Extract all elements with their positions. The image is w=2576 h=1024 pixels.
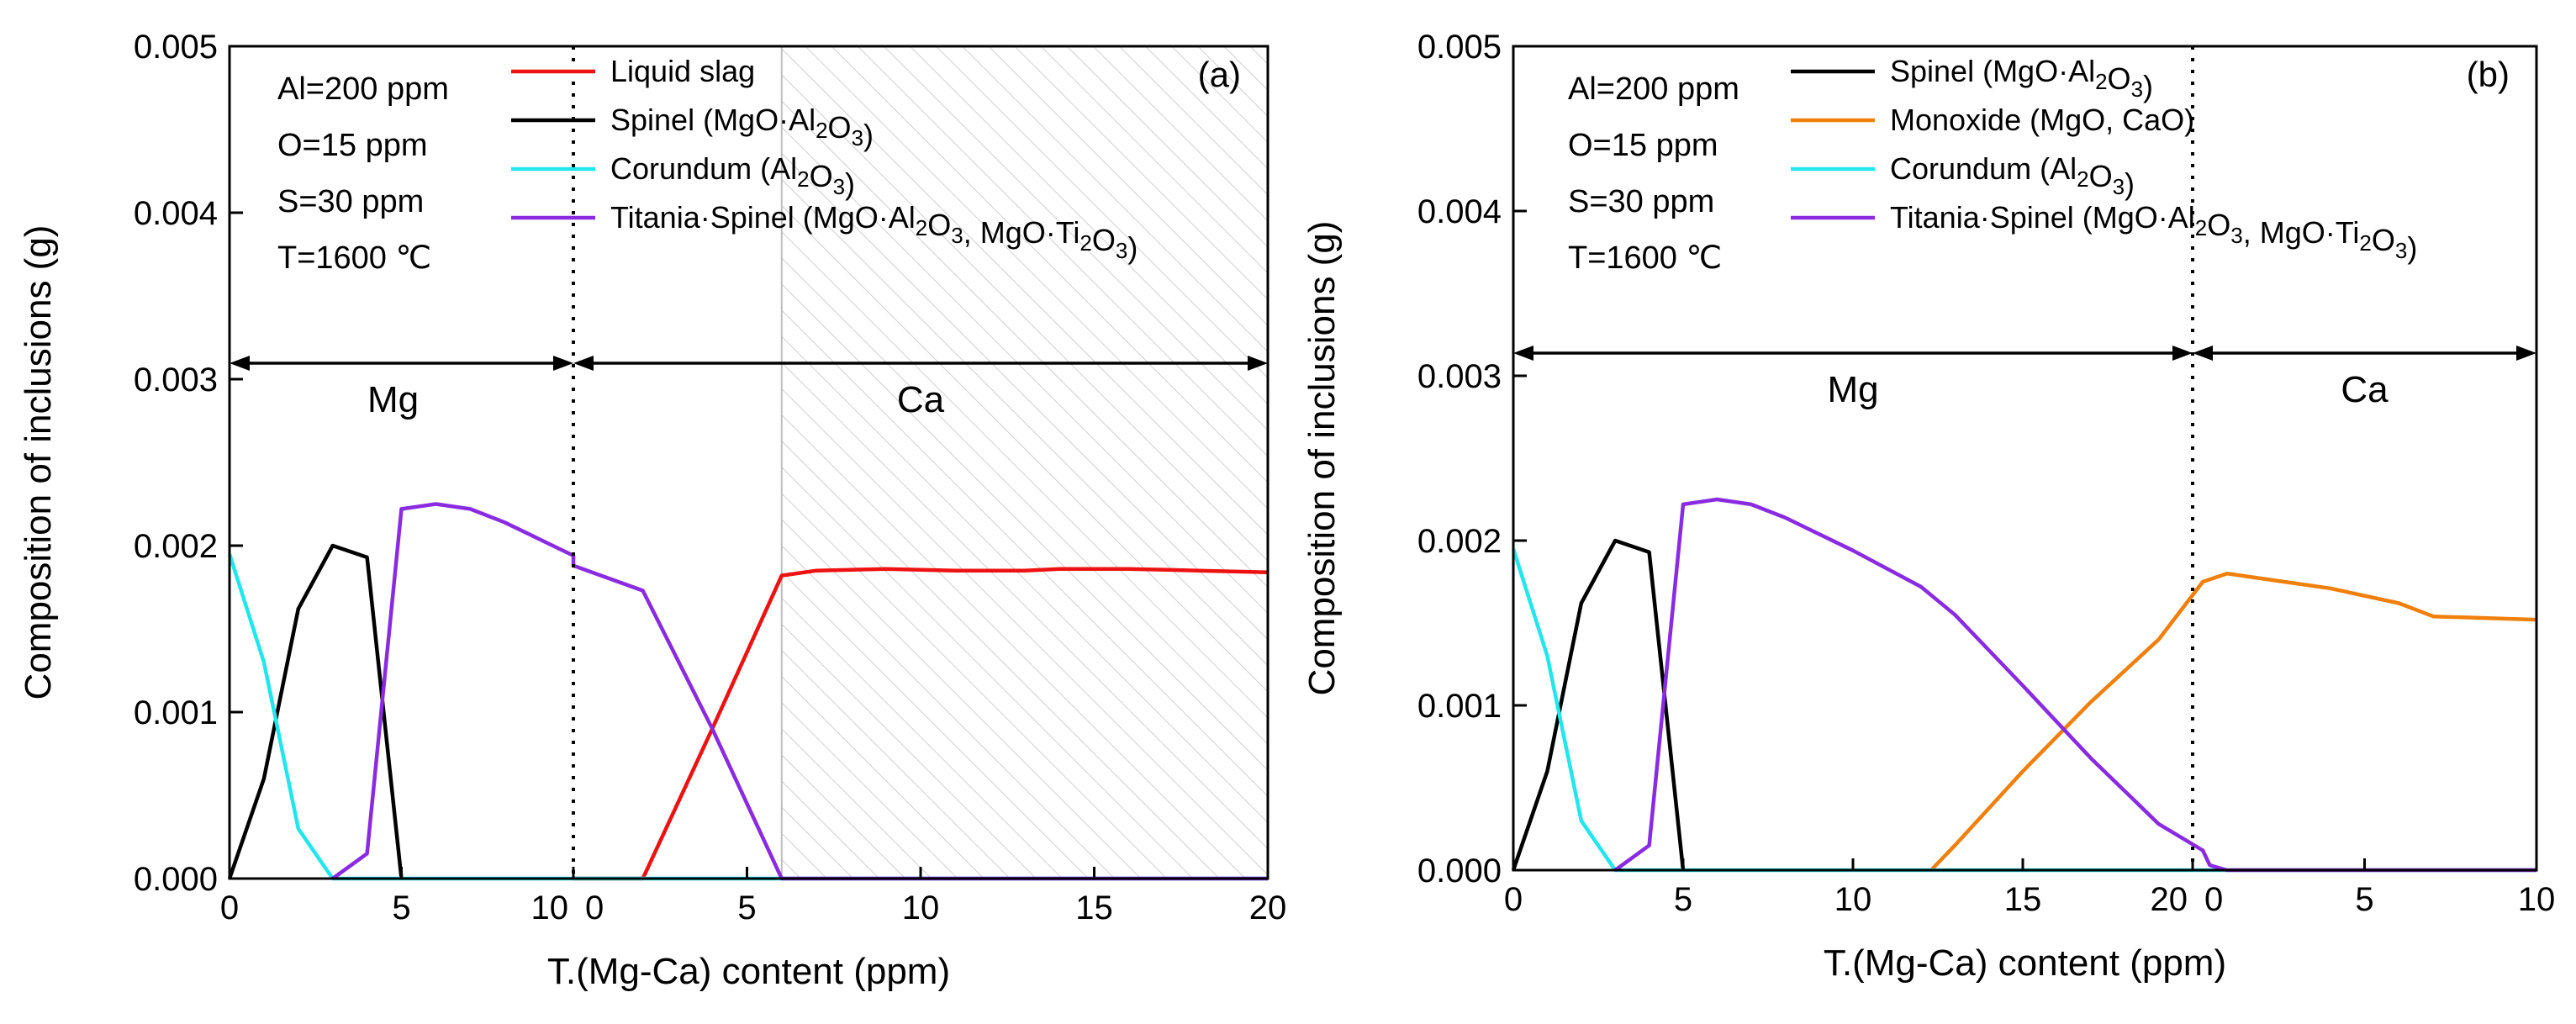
region-arrow-ca-head-right (1248, 356, 1268, 371)
x-tick-label: 0 (1504, 881, 1523, 918)
series-line-1 (1929, 571, 2537, 872)
series-line-1 (227, 543, 404, 879)
region-arrow-ca-head-left (2193, 346, 2213, 361)
region-arrow-mg-head-left (1513, 346, 1533, 361)
series-line-3 (1613, 497, 2536, 873)
series-line-0 (1511, 538, 1686, 871)
region-label-mg: Mg (1827, 369, 1878, 410)
condition-annotation: T=1600 ℃ (1568, 240, 1722, 276)
region-label-ca: Ca (2341, 369, 2389, 410)
x-tick-label: 15 (2004, 881, 2042, 918)
x-axis-title: T.(Mg-Ca) content (ppm) (1824, 942, 2226, 984)
legend-label-2: Corundum (Al2O3) (610, 151, 855, 201)
y-tick-label: 0.000 (134, 861, 218, 898)
x-tick-label: 10 (2518, 881, 2556, 918)
x-tick-label: 20 (2151, 881, 2188, 918)
y-tick-label: 0.005 (1417, 29, 1502, 66)
region-arrow-ca-head-left (573, 356, 594, 371)
legend-label-0: Spinel (MgO·Al2O3) (1890, 54, 2153, 103)
y-tick-label: 0.001 (1417, 688, 1502, 725)
x-tick-label: 0 (585, 889, 604, 926)
x-tick-label: 0 (220, 889, 239, 926)
legend-label-0: Liquid slag (610, 54, 755, 88)
condition-annotation: S=30 ppm (277, 184, 424, 219)
legend-label-3: Titania·Spinel (MgO·Al2O3, MgO·Ti2O3) (1890, 200, 2417, 265)
panel-label: (b) (2467, 55, 2510, 94)
condition-annotation: Al=200 ppm (277, 71, 449, 107)
y-tick-label: 0.003 (134, 362, 218, 399)
y-axis-title: Composition of inclusions (g) (1301, 221, 1343, 696)
plot-frame (228, 45, 1270, 880)
condition-annotation: Al=200 ppm (1568, 71, 1739, 107)
y-tick-label: 0.004 (1417, 193, 1502, 230)
x-tick-label: 0 (2204, 881, 2223, 918)
region-arrow-mg-head-right (2172, 346, 2193, 361)
y-tick-label: 0.001 (134, 694, 218, 731)
region-label-mg: Mg (367, 379, 419, 420)
panel-a: 0.000 0.001 0.002 0.003 0.004 0.005 0 5 10 0 5 10 15… (18, 29, 1286, 992)
region-label-ca: Ca (897, 379, 945, 420)
y-tick-label: 0.005 (134, 29, 218, 66)
y-tick-label: 0.002 (134, 528, 218, 565)
region-arrow-mg-head-right (553, 356, 573, 371)
legend-label-1: Monoxide (MgO, CaO) (1890, 103, 2194, 137)
panel-b: 0.000 0.001 0.002 0.003 0.004 0.005 0 5 10 15 20 0 5… (1301, 29, 2555, 984)
x-tick-label: 5 (737, 889, 756, 926)
x-tick-label: 15 (1075, 889, 1113, 926)
y-tick-label: 0.002 (1417, 523, 1502, 560)
y-tick-label: 0.000 (1417, 852, 1502, 889)
y-tick-label: 0.003 (1417, 358, 1502, 395)
panel-label: (a) (1198, 55, 1241, 94)
x-tick-label: 20 (1249, 889, 1287, 926)
x-tick-label: 5 (1674, 881, 1692, 918)
shaded-region (781, 46, 1268, 879)
x-tick-label: 10 (902, 889, 940, 926)
x-axis-title: T.(Mg-Ca) content (ppm) (547, 951, 950, 992)
x-tick-label: 5 (392, 889, 410, 926)
region-arrow-ca-head-right (2516, 346, 2536, 361)
y-tick-label: 0.004 (134, 195, 218, 232)
legend-label-3: Titania·Spinel (MgO·Al2O3, MgO·Ti2O3) (610, 200, 1138, 265)
y-axis-title: Composition of inclusions (g) (18, 225, 59, 700)
x-tick-label: 5 (2355, 881, 2373, 918)
plot-frame (1512, 45, 2538, 872)
condition-annotation: O=15 ppm (277, 128, 428, 163)
series-line-3 (331, 502, 1268, 881)
condition-annotation: T=1600 ℃ (277, 240, 431, 276)
legend-label-1: Spinel (MgO·Al2O3) (610, 103, 874, 152)
x-tick-label: 10 (531, 889, 569, 926)
x-tick-label: 10 (1834, 881, 1872, 918)
legend-label-2: Corundum (Al2O3) (1890, 151, 2135, 201)
region-arrow-mg-head-left (230, 356, 250, 371)
condition-annotation: O=15 ppm (1568, 128, 1718, 163)
condition-annotation: S=30 ppm (1568, 184, 1714, 219)
